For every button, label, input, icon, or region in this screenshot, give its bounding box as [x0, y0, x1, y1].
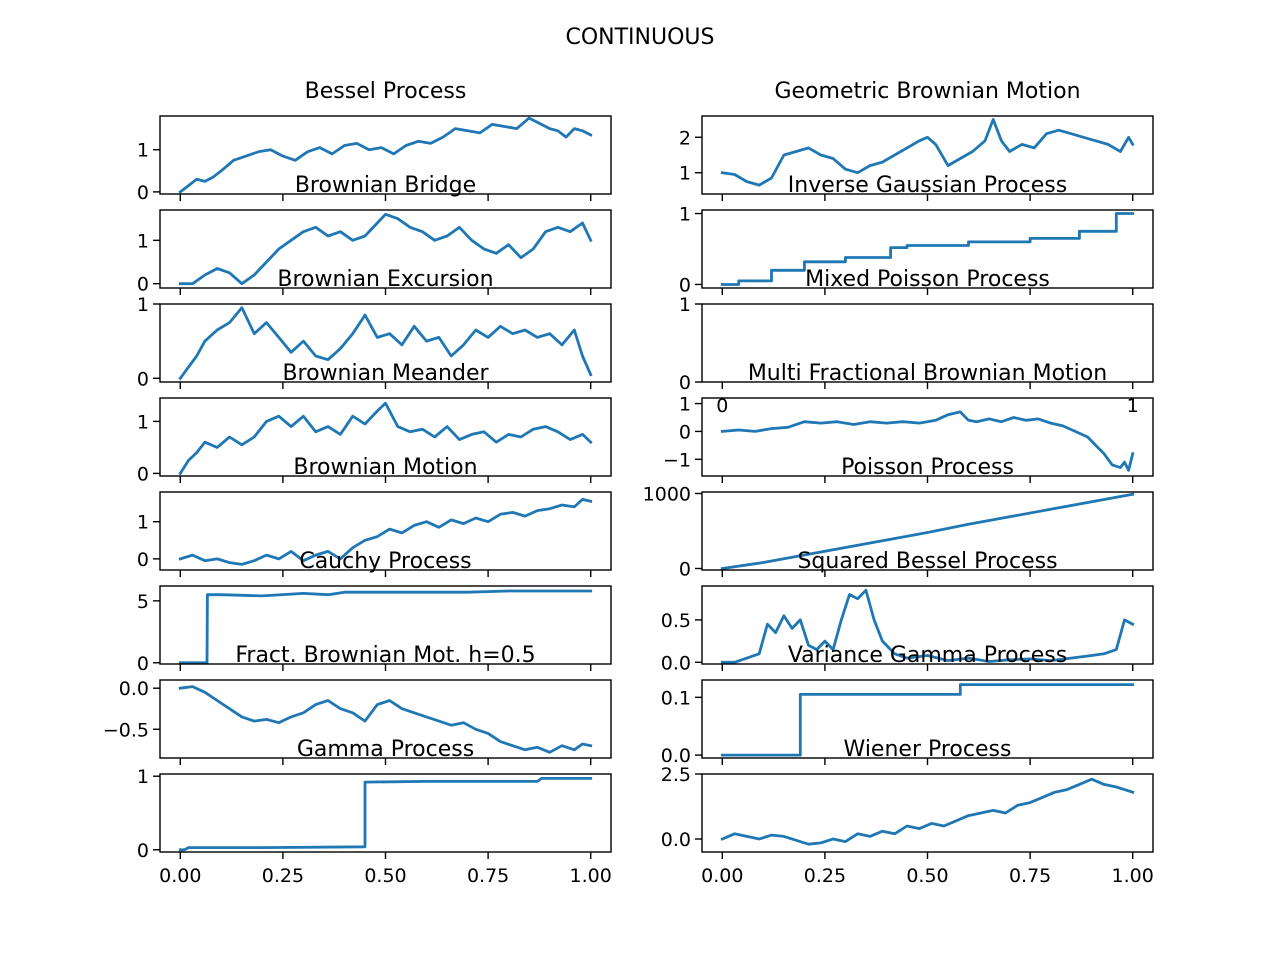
subplot-title: Inverse Gaussian Process	[788, 173, 1067, 198]
y-tick-label: 1000	[643, 484, 691, 506]
series-line-fract-brownian-mot-h-0-5	[178, 685, 593, 754]
y-tick-label: 1	[137, 294, 149, 316]
subplot-title: Mixed Poisson Process	[805, 267, 1050, 292]
x-tick-label: 0.25	[804, 865, 846, 887]
subplot-title: Brownian Meander	[282, 361, 489, 386]
subplot-title: Brownian Excursion	[277, 267, 493, 292]
y-tick-label: 0	[137, 274, 149, 296]
y-tick-label: 1	[679, 163, 691, 185]
y-tick-label: 0	[679, 274, 691, 296]
y-tick-label: 1	[137, 766, 149, 788]
subplot-inverse-gaussian-process: 0 1 Inverse Gaussian Process	[679, 173, 1154, 296]
y-tick-label: 0.0	[661, 745, 691, 767]
subplot-variance-gamma-process: 0.0 0.1 Variance Gamma Process	[661, 643, 1154, 767]
subplot-fract-brownian-mot-h-0-5: 0.0 −0.5 Fract. Brownian Mot. h=0.5	[103, 643, 612, 765]
subplot-geometric-brownian-motion: 1 2 Geometric Brownian Motion	[679, 79, 1154, 201]
y-tick-label: −0.5	[103, 719, 149, 741]
subplot-title: Poisson Process	[841, 455, 1014, 480]
subplot-cauchy-process: 0 5 Cauchy Process	[137, 549, 612, 675]
subplot-poisson-process: 0 1000 Poisson Process	[643, 455, 1154, 581]
series-line-variance-gamma-process	[720, 683, 1135, 757]
y-tick-label: 0	[137, 368, 149, 390]
series-line-geometric-brownian-motion	[720, 118, 1135, 187]
subplot-bessel-process: 0 1 Bessel Process	[137, 79, 612, 204]
subplot-title: Squared Bessel Process	[797, 549, 1057, 574]
y-tick-label: 0	[137, 653, 149, 675]
series-line-brownian-motion	[178, 497, 593, 566]
series-line-multi-fractional-brownian-motion	[720, 410, 1135, 472]
subplot-brownian-motion: 0 1 Brownian Motion	[137, 455, 612, 577]
x-tick-label: 0.75	[1009, 865, 1051, 887]
y-tick-label: 2	[679, 127, 691, 149]
axes-frame	[159, 773, 612, 853]
x-tick-label: 0.50	[906, 865, 948, 887]
subplot-title: Wiener Process	[844, 737, 1012, 762]
series-line-cauchy-process	[178, 589, 593, 665]
series-line-wiener-process	[720, 777, 1135, 846]
subplot-gamma-process: 0 1 0.00 0.25 0.50 0.75 1.00 Gamma Process	[137, 737, 612, 887]
subplot-title: Fract. Brownian Mot. h=0.5	[235, 643, 535, 668]
series-line-inverse-gaussian-process	[720, 212, 1135, 286]
x-tick-label: 1.00	[1112, 865, 1154, 887]
subplot-brownian-meander: 0 1 Brownian Meander	[137, 361, 612, 485]
y-tick-label: 1	[679, 204, 691, 226]
subplot-title: Geometric Brownian Motion	[774, 79, 1080, 104]
subplot-title: Multi Fractional Brownian Motion	[748, 361, 1107, 386]
series-line-bessel-process	[178, 116, 593, 194]
y-tick-label: 1	[137, 230, 149, 252]
y-tick-label: 5	[137, 591, 149, 613]
x-tick-label: 0	[716, 395, 728, 417]
y-tick-label: 1	[137, 140, 149, 162]
series-line-poisson-process	[720, 492, 1135, 571]
x-tick-label: 1	[1127, 395, 1139, 417]
series-line-squared-bessel-process	[720, 588, 1135, 664]
x-tick-label: 0.75	[467, 865, 509, 887]
x-tick-label: 0.00	[701, 865, 743, 887]
series-line-gamma-process	[178, 777, 593, 852]
figure-title: CONTINUOUS	[565, 25, 714, 50]
y-tick-label: 0	[679, 559, 691, 581]
axes-frame	[701, 773, 1154, 853]
series-line-brownian-excursion	[178, 306, 593, 381]
series-line-brownian-meander	[178, 401, 593, 476]
x-tick-label: 0.25	[262, 865, 304, 887]
y-tick-label: 1	[137, 512, 149, 534]
x-tick-label: 0.50	[364, 865, 406, 887]
subplot-squared-bessel-process: 0.0 0.5 Squared Bessel Process	[661, 549, 1154, 674]
y-tick-label: 0.0	[661, 652, 691, 674]
y-tick-label: 1	[679, 394, 691, 416]
y-tick-label: 0	[137, 840, 149, 862]
x-tick-label: 0.00	[159, 865, 201, 887]
subplot-title: Variance Gamma Process	[788, 643, 1067, 668]
y-tick-label: −1	[663, 449, 691, 471]
subplot-title: Gamma Process	[297, 737, 474, 762]
y-tick-label: 2.5	[661, 764, 691, 786]
x-tick-label: 1.00	[570, 865, 612, 887]
y-tick-label: 0.1	[661, 687, 691, 709]
y-tick-label: 0.0	[661, 829, 691, 851]
y-tick-label: 0	[137, 463, 149, 485]
y-tick-label: 0	[679, 421, 691, 443]
y-tick-label: 0.0	[119, 678, 149, 700]
y-tick-label: 0	[137, 549, 149, 571]
subplot-brownian-bridge: 0 1 Brownian Bridge	[137, 173, 612, 296]
y-tick-label: 0	[137, 182, 149, 204]
y-tick-label: 1	[137, 411, 149, 433]
y-tick-label: 0.5	[661, 610, 691, 632]
subplot-title: Brownian Bridge	[295, 173, 476, 198]
subplot-title: Brownian Motion	[293, 455, 477, 480]
subplot-title: Bessel Process	[305, 79, 467, 104]
y-tick-label: 0	[679, 372, 691, 394]
subplot-title: Cauchy Process	[299, 549, 471, 574]
series-line-brownian-bridge	[178, 212, 593, 286]
y-tick-label: 1	[679, 294, 691, 316]
